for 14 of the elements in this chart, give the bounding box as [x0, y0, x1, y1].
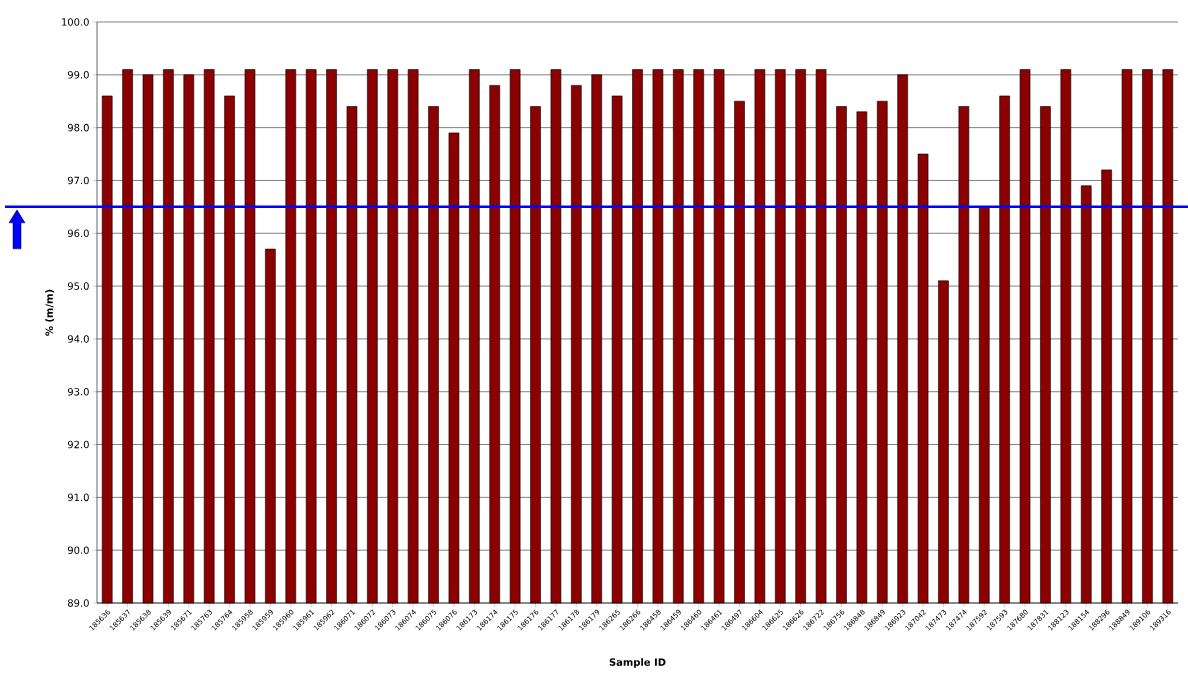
y-tick-label: 99.0 — [67, 71, 89, 79]
y-tick-label: 89.0 — [67, 599, 89, 607]
y-tick-label: 98.0 — [67, 123, 89, 132]
y-tick-label: 97.0 — [67, 176, 89, 185]
y-tick-label: 91.0 — [67, 493, 89, 502]
y-tick-label: 94.0 — [67, 335, 89, 343]
y-tick-label: 93.0 — [67, 387, 89, 396]
y-tick-label: 92.0 — [67, 440, 89, 449]
y-tick-label: 96.0 — [67, 229, 89, 238]
y-axis-title: % (m/m) — [45, 289, 55, 336]
y-tick-label: 90.0 — [67, 546, 89, 554]
y-tick-label: 95.0 — [67, 282, 89, 290]
x-axis-title: Sample ID — [609, 658, 666, 668]
y-tick-label: 100.0 — [62, 18, 89, 26]
